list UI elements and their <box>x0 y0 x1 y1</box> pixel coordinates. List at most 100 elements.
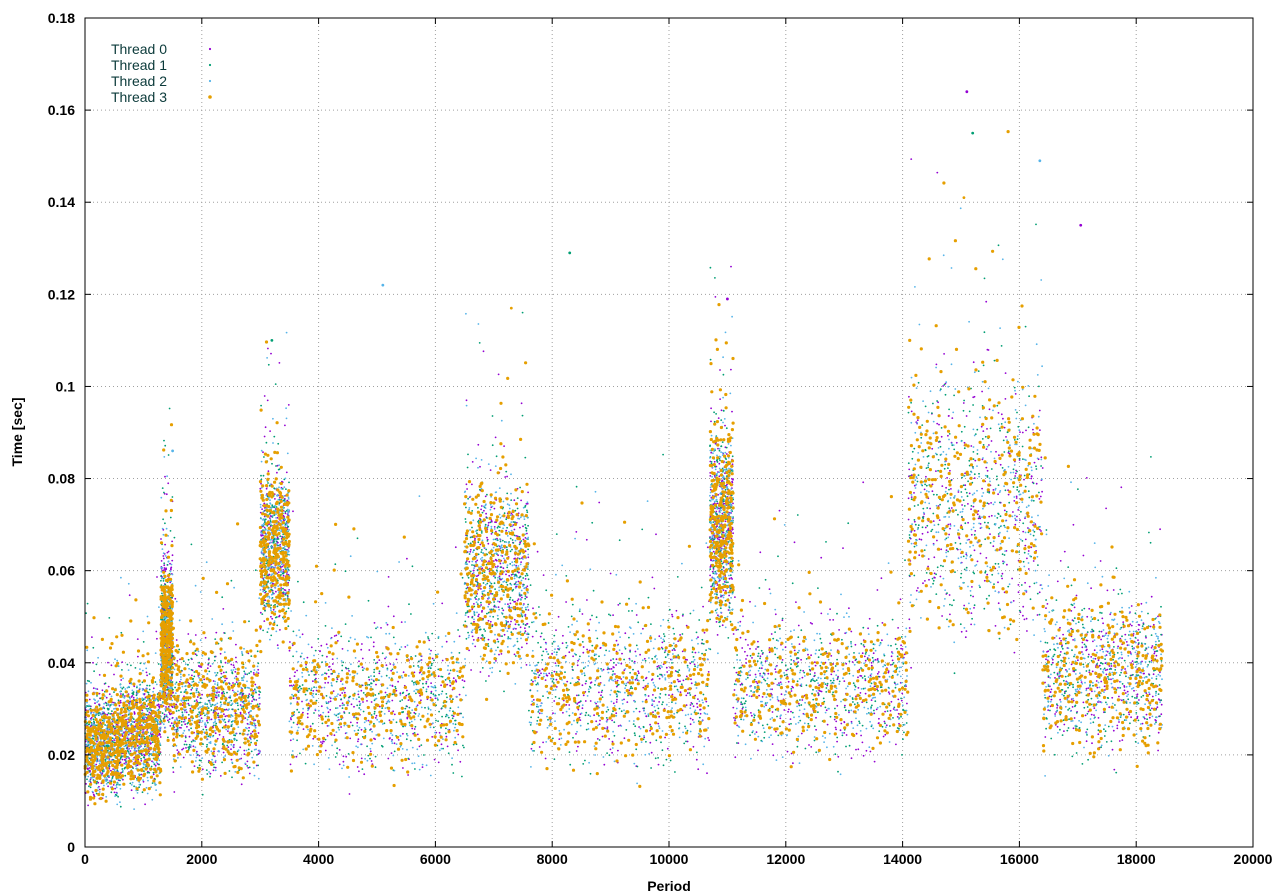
data-point <box>90 762 94 767</box>
data-point <box>115 719 118 721</box>
data-point <box>97 748 101 752</box>
data-point <box>152 693 156 697</box>
data-point <box>154 770 158 774</box>
data-point <box>145 700 148 702</box>
data-point <box>251 691 255 695</box>
data-point <box>119 761 122 764</box>
data-point <box>166 707 170 711</box>
data-point <box>88 744 91 746</box>
data-point <box>203 652 207 656</box>
data-point <box>149 743 152 745</box>
data-point <box>257 777 260 780</box>
data-point <box>240 720 244 724</box>
data-point <box>97 781 100 784</box>
data-point <box>172 702 176 706</box>
data-point <box>110 722 114 726</box>
data-point <box>171 554 174 557</box>
data-point <box>142 766 145 769</box>
data-point <box>216 691 218 694</box>
data-point <box>100 753 104 757</box>
data-point <box>258 703 261 705</box>
data-point <box>214 674 217 677</box>
data-point <box>121 758 124 761</box>
data-point <box>119 690 121 693</box>
data-point <box>110 779 113 781</box>
data-point <box>111 763 115 768</box>
data-point <box>94 735 98 739</box>
data-point <box>136 755 140 760</box>
data-point <box>249 649 253 653</box>
data-point <box>231 715 234 717</box>
data-point <box>187 746 190 749</box>
data-point <box>165 628 169 633</box>
data-point <box>175 710 178 712</box>
data-point <box>110 664 113 667</box>
data-point <box>89 739 93 743</box>
data-point <box>95 766 99 770</box>
data-point <box>98 718 102 722</box>
data-point <box>98 776 102 781</box>
data-point <box>179 702 183 706</box>
data-point <box>147 754 150 757</box>
data-point <box>184 696 188 700</box>
data-point <box>183 667 187 671</box>
data-point <box>107 716 111 720</box>
data-point <box>105 795 108 798</box>
data-point <box>96 695 98 697</box>
data-point <box>257 672 260 674</box>
data-point <box>163 439 165 442</box>
data-point <box>153 711 158 715</box>
data-point <box>141 697 144 700</box>
data-point <box>118 772 122 776</box>
data-point <box>239 704 242 706</box>
data-point <box>132 758 135 761</box>
data-point <box>132 728 136 732</box>
data-point <box>92 758 96 763</box>
data-point <box>206 693 210 697</box>
data-point <box>163 715 166 718</box>
data-point <box>87 760 91 765</box>
data-point <box>167 719 169 722</box>
data-point <box>231 621 234 623</box>
data-point <box>166 716 169 719</box>
data-point <box>127 752 130 755</box>
data-point <box>239 732 242 735</box>
data-point <box>220 661 223 664</box>
data-point <box>237 708 240 711</box>
data-point <box>138 700 142 704</box>
data-point <box>195 699 198 701</box>
data-point <box>102 729 106 733</box>
data-point <box>97 656 99 659</box>
data-point <box>145 737 149 741</box>
data-point <box>164 597 168 602</box>
data-point <box>214 696 217 698</box>
data-point <box>108 751 112 755</box>
data-point <box>206 716 210 720</box>
data-point <box>231 689 234 692</box>
data-point <box>203 731 206 734</box>
data-point <box>163 713 166 716</box>
data-point <box>214 732 217 735</box>
data-point <box>109 729 113 733</box>
data-point <box>173 645 176 648</box>
data-point <box>102 673 107 678</box>
data-point <box>148 722 152 726</box>
data-point <box>189 640 193 644</box>
data-point <box>160 577 163 580</box>
data-point <box>252 664 256 668</box>
data-point <box>144 745 146 748</box>
data-point <box>170 600 174 604</box>
data-point <box>98 762 101 765</box>
data-point <box>103 769 105 772</box>
data-point <box>101 792 105 797</box>
data-point <box>143 719 147 724</box>
data-point <box>106 769 110 773</box>
data-point <box>184 711 186 713</box>
data-point <box>85 783 87 785</box>
data-point <box>251 756 254 759</box>
data-point <box>93 708 97 712</box>
data-point <box>258 749 261 752</box>
data-point <box>235 677 239 681</box>
data-point <box>93 802 97 806</box>
data-point <box>143 772 147 776</box>
